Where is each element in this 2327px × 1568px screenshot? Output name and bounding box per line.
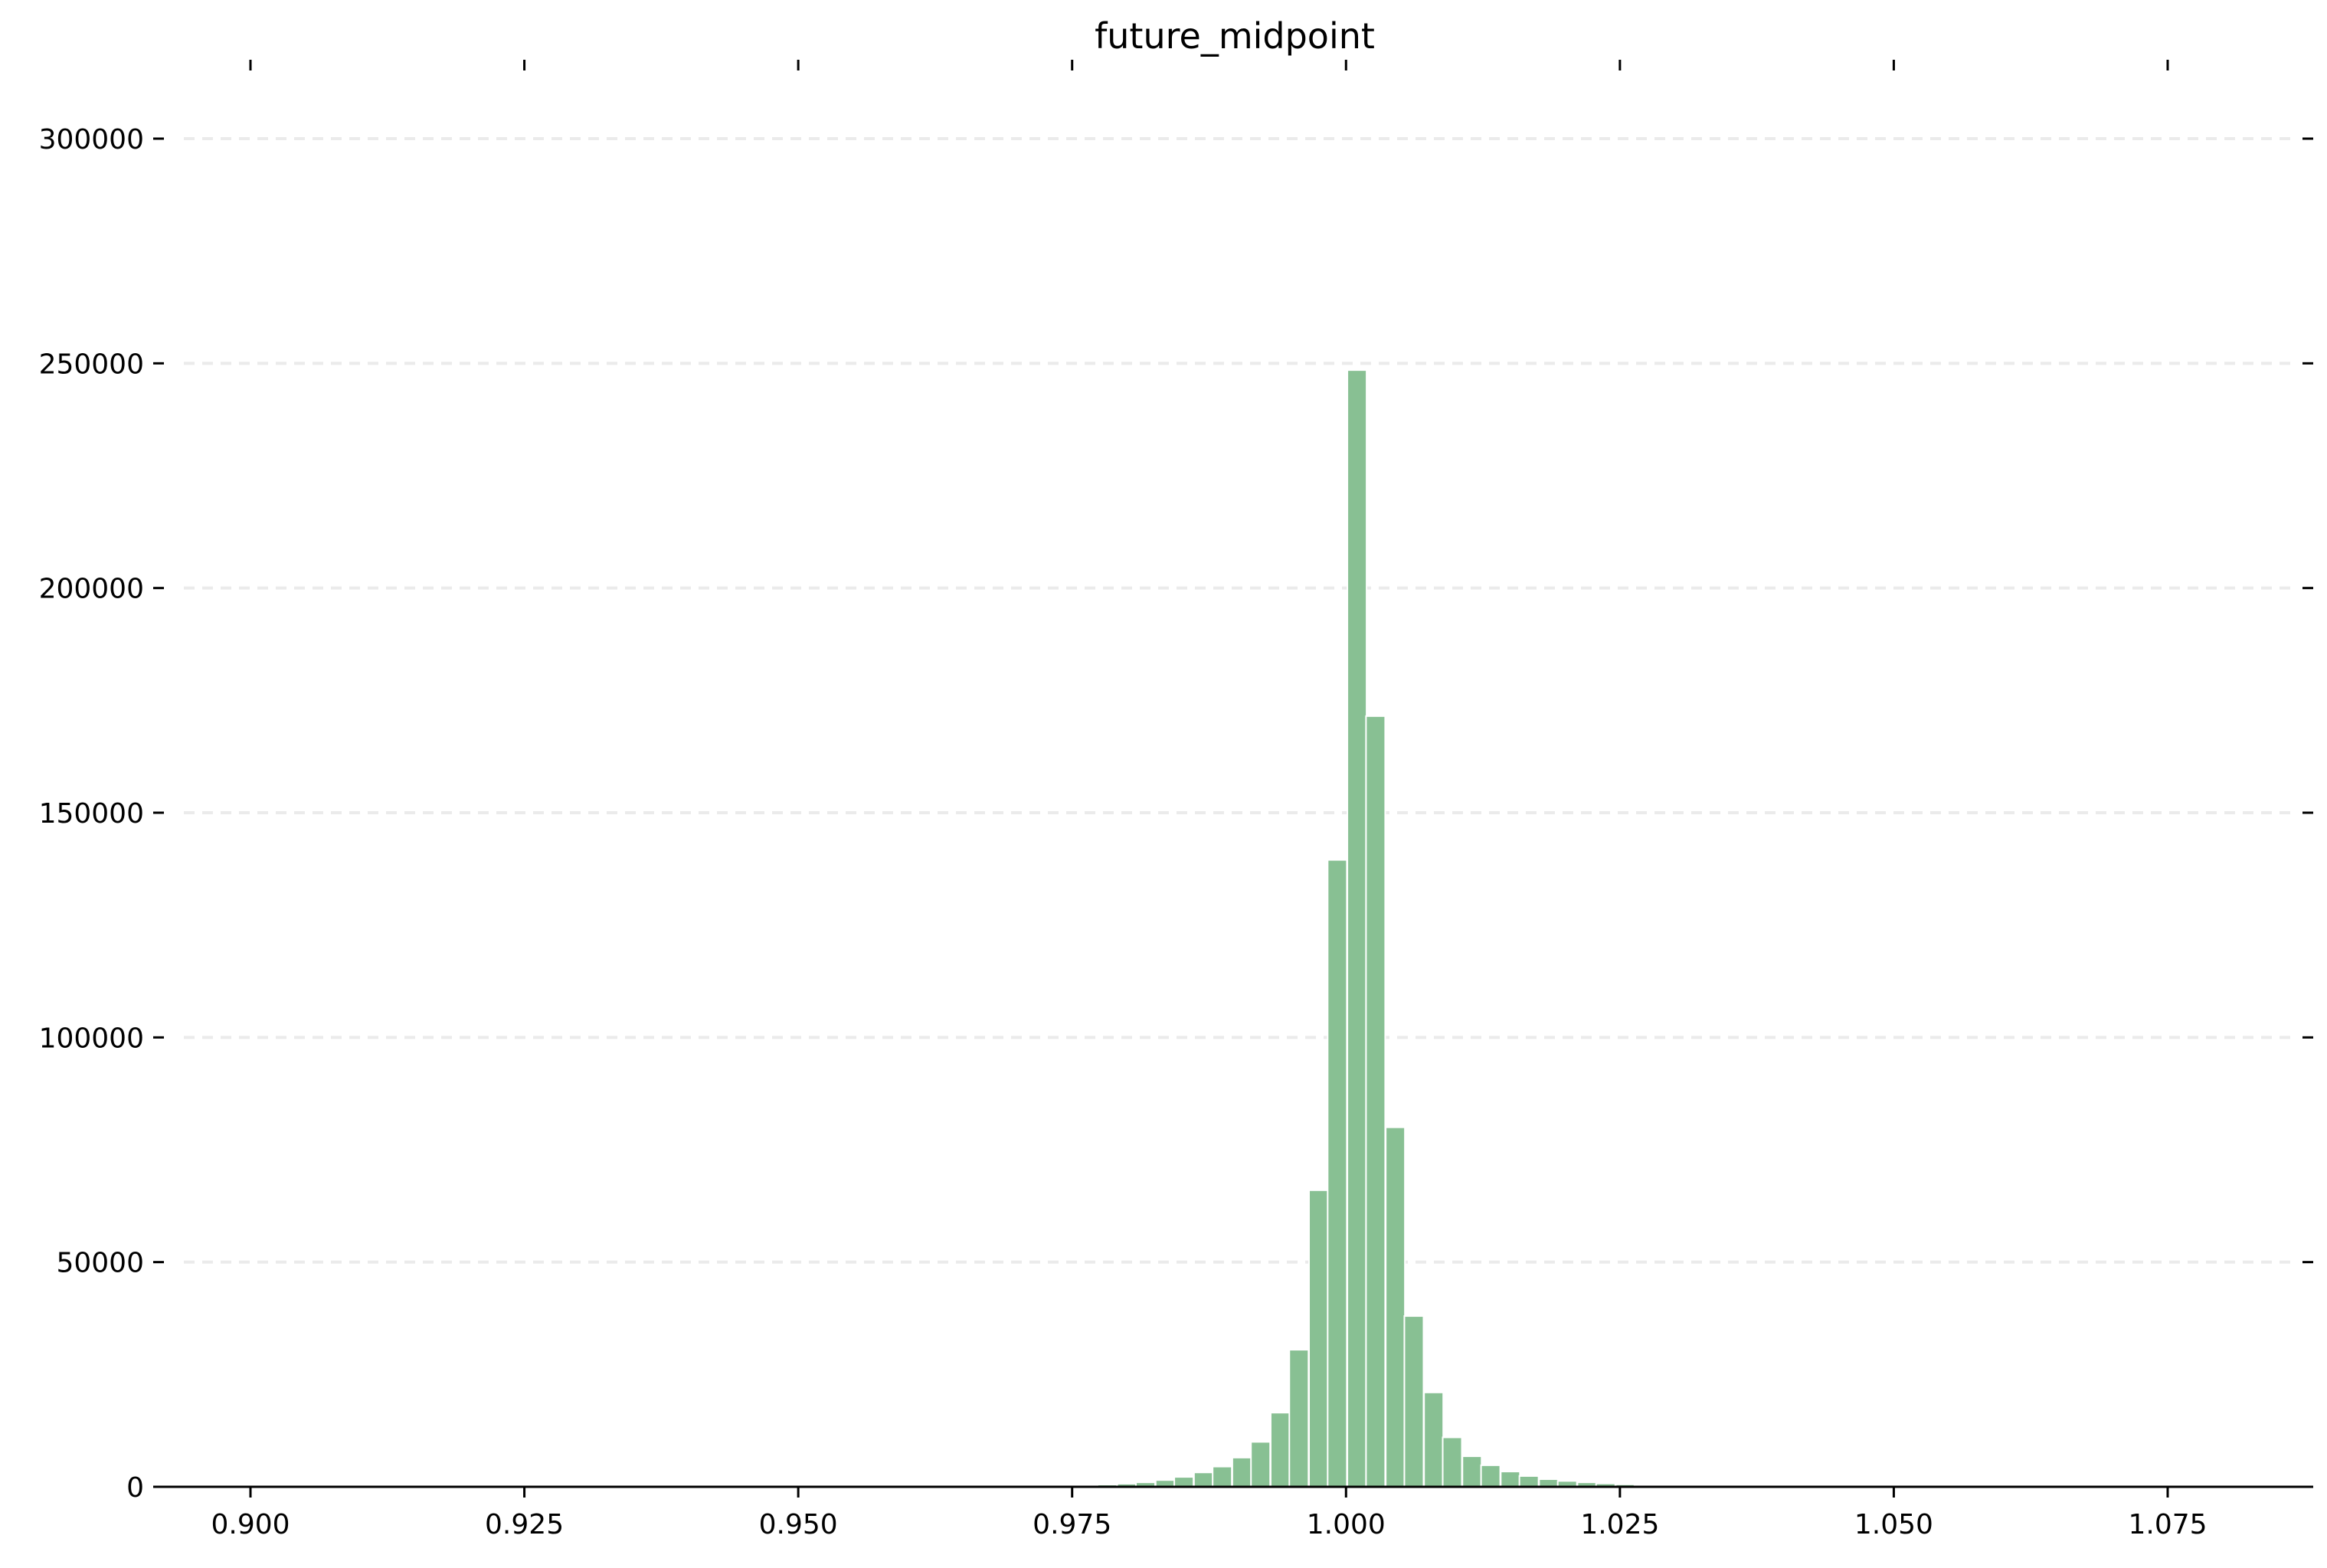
histogram-bar [1269,1412,1291,1488]
grid-layer [184,137,2298,1264]
x-tick-label: 1.025 [1580,1509,1659,1540]
histogram-bar [1480,1464,1501,1488]
histogram-bar [1385,1126,1406,1488]
y-tick-label: 50000 [56,1248,144,1279]
x-tick-label: 0.950 [759,1509,838,1540]
histogram-bar [1212,1465,1233,1488]
histogram-bar [1403,1315,1425,1488]
y-tick-label: 0 [126,1472,144,1504]
x-tick-label: 1.000 [1307,1509,1386,1540]
y-tick-label: 300000 [39,124,144,155]
histogram-bar [1423,1391,1445,1488]
histogram-bar [1288,1349,1310,1488]
x-tick-label: 0.900 [211,1509,290,1540]
ticks-layer: 0.900 0.925 0.950 0.975 1.000 1.025 1.050 1.075… [39,60,2313,1540]
histogram-bar [1442,1436,1463,1488]
x-tick-label: 0.925 [485,1509,564,1540]
y-tick-label: 100000 [39,1023,144,1054]
histogram-bar [1365,715,1386,1488]
histogram-bar [1461,1455,1483,1488]
bars-layer [1019,369,1770,1488]
histogram-bar [1347,369,1368,1488]
histogram-bar [1308,1189,1330,1488]
x-tick-label: 0.975 [1033,1509,1111,1540]
histogram-bar [1500,1471,1521,1488]
histogram-bar [1250,1441,1272,1488]
x-tick-label: 1.050 [1854,1509,1933,1540]
chart-title: future_midpoint [1095,15,1375,57]
histogram-bar [1327,859,1348,1488]
y-tick-label: 150000 [39,798,144,830]
histogram-bar [1518,1475,1540,1488]
histogram-bar [1173,1476,1195,1488]
y-tick-label: 250000 [39,349,144,380]
histogram-bar [1231,1456,1252,1488]
y-tick-label: 200000 [39,574,144,605]
x-tick-label: 1.075 [2128,1509,2207,1540]
histogram-bar [1193,1471,1214,1488]
